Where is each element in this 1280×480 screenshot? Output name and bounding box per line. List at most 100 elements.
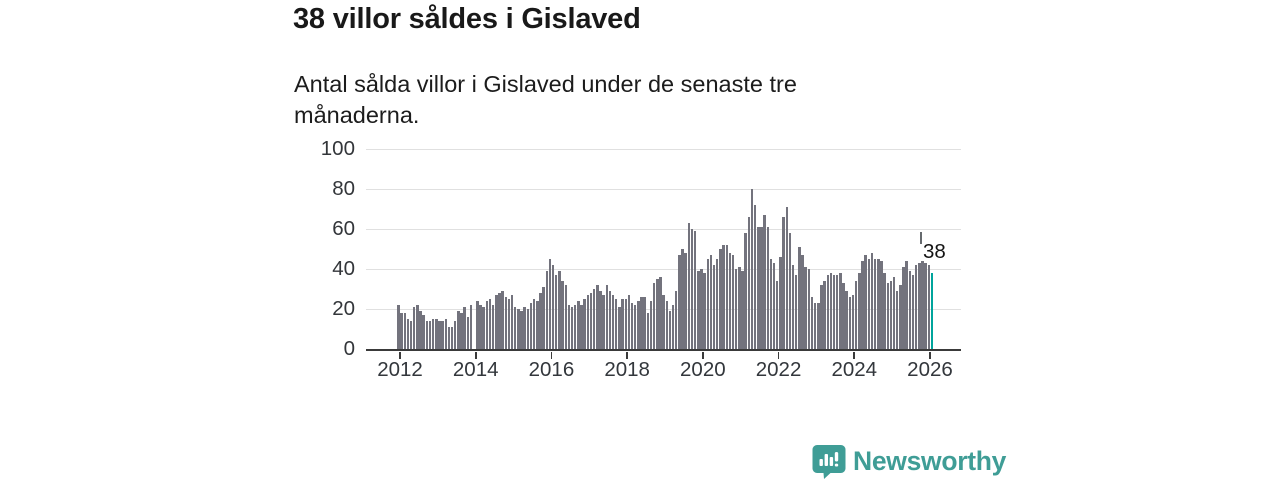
bar: [523, 306, 526, 349]
bar: [794, 274, 798, 349]
bar: [867, 258, 871, 349]
bar: [817, 302, 820, 349]
bar: [573, 304, 577, 349]
bar: [744, 232, 747, 349]
bar: [662, 294, 665, 349]
bar: [637, 300, 640, 349]
bar: [646, 312, 650, 349]
x-axis-tick-mark: [399, 351, 401, 359]
bar: [403, 312, 406, 349]
bar: [485, 300, 489, 349]
bar: [656, 278, 659, 349]
bar: [848, 296, 852, 349]
bar: [476, 300, 479, 349]
y-axis-tick-label: 40: [332, 256, 355, 280]
bar: [469, 304, 473, 349]
bar: [425, 320, 429, 349]
bar: [899, 284, 902, 349]
bar: [820, 284, 823, 349]
bar: [839, 272, 842, 349]
bar: [542, 286, 545, 349]
bar: [422, 314, 425, 349]
bar: [731, 254, 735, 349]
chart-subtitle: Antal sålda villor i Gislaved under de s…: [294, 71, 797, 128]
x-axis-tick-mark: [550, 351, 553, 359]
bar: [823, 280, 826, 349]
bar: [580, 304, 583, 349]
gridline: [366, 188, 961, 190]
bar: [851, 294, 855, 349]
bar: [649, 300, 653, 349]
bar: [510, 294, 514, 349]
bar: [712, 264, 716, 349]
bar: [921, 260, 924, 349]
bar: [880, 260, 883, 349]
bar: [397, 304, 400, 349]
bar: [498, 292, 501, 349]
bar: [807, 268, 811, 349]
bar: [504, 296, 507, 349]
bar: [501, 290, 504, 349]
bar: [608, 290, 612, 349]
bar: [479, 304, 482, 349]
bar: [507, 298, 511, 349]
bar: [611, 294, 615, 349]
bar: [779, 256, 782, 349]
bar: [892, 276, 896, 349]
bar: [753, 204, 757, 349]
bar: [406, 318, 410, 349]
bar: [763, 214, 766, 349]
bar: [529, 302, 533, 349]
bar: [706, 258, 710, 349]
bar: [624, 298, 627, 349]
bar: [829, 272, 833, 349]
page-title: 38 villor såldes i Gislaved: [293, 3, 641, 35]
x-axis-tick-label: 2012: [377, 358, 423, 381]
x-axis-tick-label: 2020: [680, 358, 726, 381]
x-axis-tick-mark: [853, 351, 856, 359]
bar: [668, 310, 672, 349]
bar: [643, 296, 646, 349]
x-axis-tick-label: 2016: [528, 358, 575, 381]
newsworthy-logo[interactable]: Newsworthy: [812, 444, 1006, 479]
bar: [435, 318, 438, 349]
bar: [703, 272, 706, 349]
bar: [615, 298, 618, 349]
bar: [419, 310, 422, 349]
bar: [539, 292, 542, 349]
bar: [605, 284, 608, 349]
bar: [842, 282, 845, 349]
bar: [766, 226, 769, 349]
bar: [548, 258, 552, 349]
annotation-leader-line: [920, 232, 922, 244]
bar: [700, 268, 703, 349]
bar: [678, 254, 681, 349]
bar: [416, 304, 419, 349]
bar: [722, 244, 725, 349]
x-axis-tick-label: 2022: [755, 358, 802, 381]
x-axis-tick-mark: [777, 351, 780, 359]
bar: [630, 302, 634, 349]
bar: [776, 280, 779, 349]
bar: [561, 280, 564, 349]
bar: [709, 254, 713, 349]
bar: [877, 258, 880, 349]
bar: [466, 316, 470, 349]
bar: [690, 228, 694, 349]
bar: [586, 294, 590, 349]
bar: [454, 320, 457, 349]
bar: [457, 310, 460, 349]
bar: [444, 318, 447, 349]
bar: [760, 226, 763, 349]
bar: [438, 320, 441, 349]
bar: [482, 306, 485, 349]
bar: [810, 296, 814, 349]
bar: [734, 268, 738, 349]
bar: [460, 312, 463, 349]
bar: [488, 298, 492, 349]
x-axis-tick-label: 2018: [604, 358, 650, 381]
bar: [785, 206, 788, 349]
bar: [927, 264, 930, 349]
bar: [447, 326, 451, 349]
bar: [854, 280, 858, 349]
